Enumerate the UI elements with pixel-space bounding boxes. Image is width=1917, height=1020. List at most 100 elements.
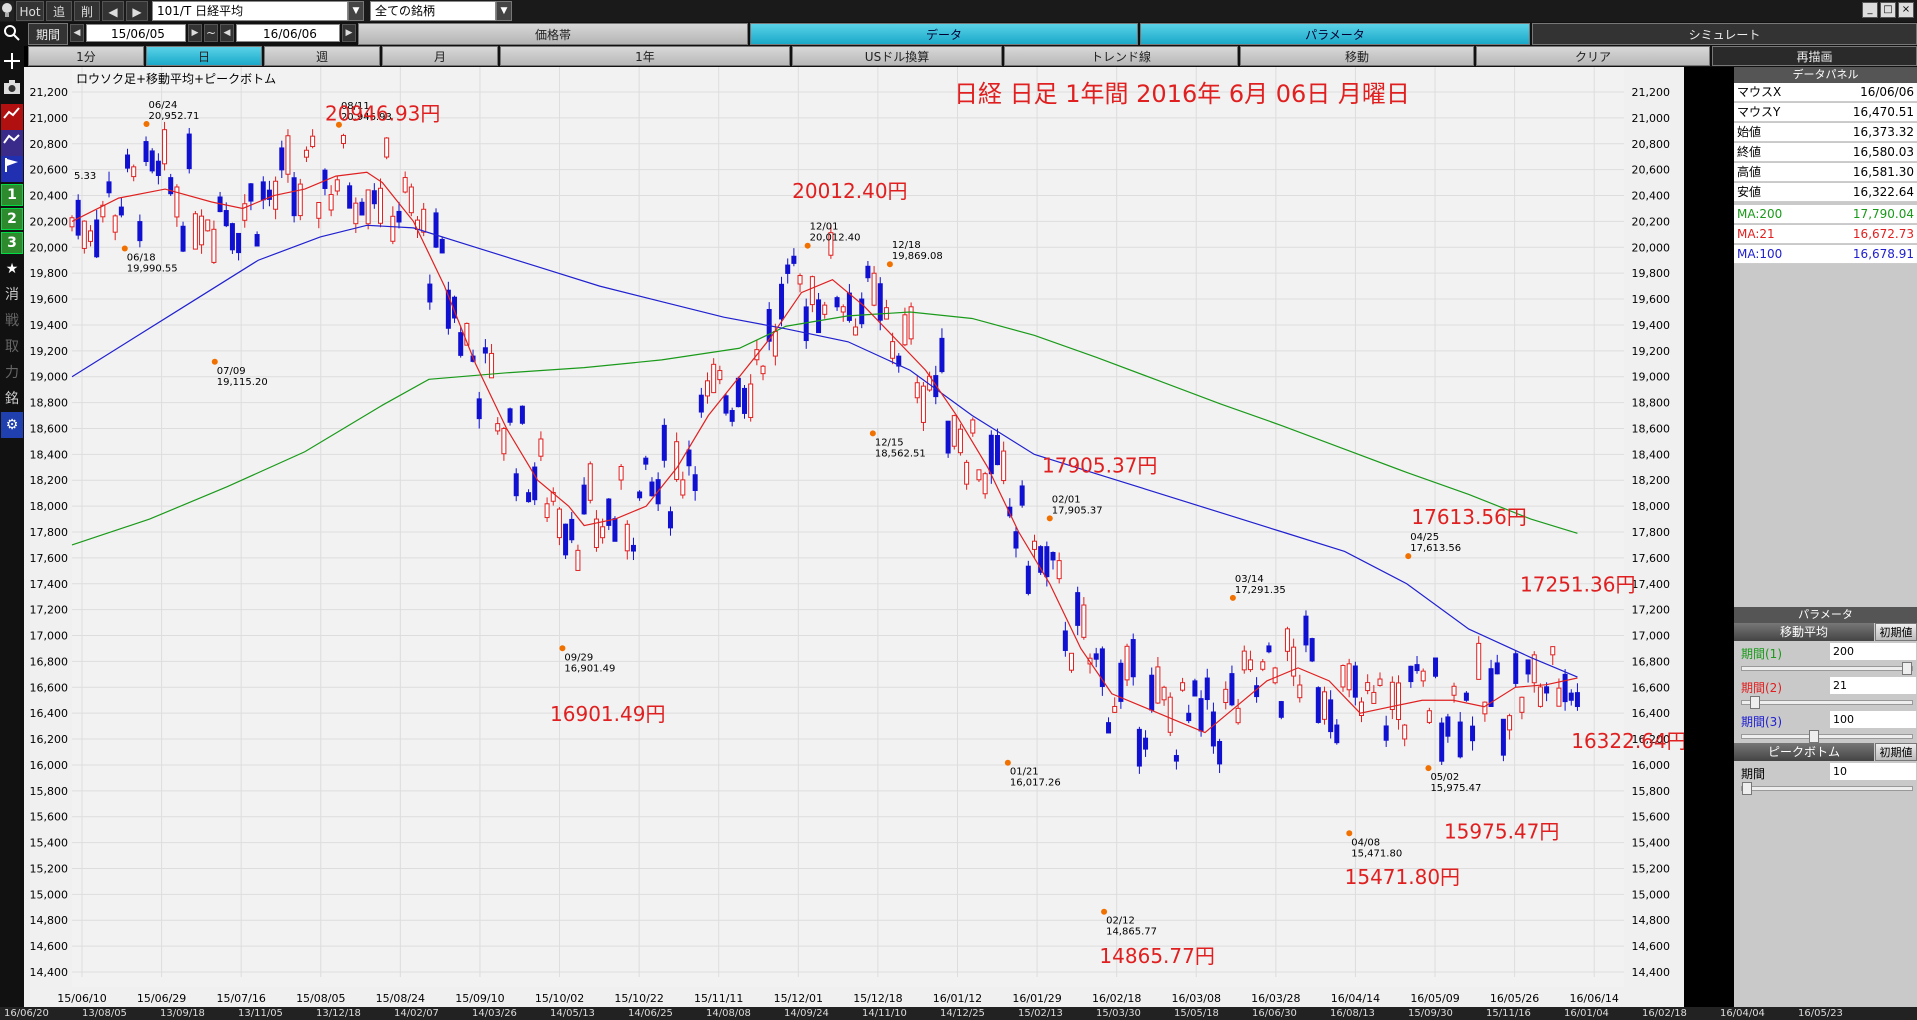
candle-body: [667, 511, 673, 529]
y-tick-label: 14,800: [1632, 914, 1671, 927]
tab-1min[interactable]: 1分: [28, 46, 144, 66]
candle-body: [865, 265, 871, 279]
flag-icon[interactable]: [1, 156, 23, 182]
start-date-input[interactable]: 15/06/05: [86, 24, 186, 42]
y-tick-label: 21,000: [1632, 112, 1671, 125]
crosshair-icon[interactable]: [1, 52, 23, 78]
data-panel-label: 終値: [1737, 145, 1762, 159]
candle-body: [526, 492, 532, 503]
tab-simulate[interactable]: シミュレート: [1532, 23, 1917, 45]
ma-section-header: 移動平均 初期値: [1734, 623, 1917, 641]
x-tick-label: 15/08/05: [296, 992, 345, 1005]
y-tick-label: 19,600: [30, 293, 69, 306]
candle-body: [199, 215, 205, 246]
chart-trend-icon[interactable]: [1, 130, 23, 156]
preset-1-button[interactable]: 1: [1, 184, 23, 206]
timeline-label: 14/09/24: [784, 1008, 829, 1019]
star-icon[interactable]: ★: [5, 261, 19, 277]
peak-reset-button[interactable]: 初期値: [1875, 743, 1917, 761]
data-panel-row: マウスX 16/06/06: [1734, 83, 1917, 102]
ma-period-slider[interactable]: [1741, 696, 1913, 709]
tab-parameter[interactable]: パラメータ: [1140, 23, 1530, 45]
candle-body: [1031, 540, 1037, 550]
candle-body: [347, 185, 353, 209]
delete-button[interactable]: 削: [74, 1, 100, 21]
y-tick-label: 19,400: [1632, 319, 1671, 332]
ma-period-value[interactable]: 100: [1830, 711, 1916, 728]
data-panel-label: 始値: [1737, 125, 1762, 139]
tab-redraw[interactable]: 再描画: [1712, 46, 1917, 66]
trade-button[interactable]: 取: [5, 339, 19, 355]
power-button[interactable]: 力: [5, 365, 19, 381]
tab-price-band[interactable]: 価格帯: [358, 23, 748, 45]
minimize-icon[interactable]: _: [1862, 2, 1878, 18]
bottom-date-label: 09/29: [564, 652, 593, 663]
candle-body: [1315, 687, 1321, 723]
strategy-button[interactable]: 戦: [5, 313, 19, 329]
ma-period-slider-thumb[interactable]: [1750, 696, 1760, 709]
overview-timeline[interactable]: 16/06/20 13/08/05 13/09/18 13/11/05 13/12/18…: [0, 1007, 1917, 1020]
tab-data[interactable]: データ: [750, 23, 1138, 45]
tab-move[interactable]: 移動: [1240, 46, 1474, 66]
next-arrow-icon[interactable]: ▶: [126, 1, 148, 21]
symbol-group-select[interactable]: 全ての銘柄: [370, 1, 496, 21]
start-prev-icon[interactable]: ◀: [70, 24, 84, 42]
end-date-input[interactable]: 16/06/06: [236, 24, 340, 42]
erase-button[interactable]: 消: [5, 287, 19, 303]
ma-reset-button[interactable]: 初期値: [1875, 623, 1917, 641]
candle-body: [229, 223, 235, 251]
tab-weekly[interactable]: 週: [264, 46, 380, 66]
left-toolbar: 1 2 3 ★ 消 戦 取 力 銘 ⚙: [0, 22, 24, 1020]
ma-period-slider[interactable]: [1741, 662, 1913, 675]
ma-period-value[interactable]: 200: [1830, 643, 1916, 660]
symbol-dropdown-icon[interactable]: ▼: [348, 1, 364, 21]
start-next-icon[interactable]: ▶: [188, 24, 202, 42]
data-panel-label: 高値: [1737, 165, 1762, 179]
hot-button[interactable]: Hot: [16, 1, 44, 21]
camera-icon[interactable]: [1, 78, 23, 104]
candle-body: [125, 154, 131, 169]
tab-monthly[interactable]: 月: [382, 46, 498, 66]
candle-body: [1476, 642, 1482, 680]
tab-clear[interactable]: クリア: [1476, 46, 1710, 66]
close-icon[interactable]: ×: [1898, 2, 1914, 18]
add-button[interactable]: 追: [46, 1, 72, 21]
tab-daily[interactable]: 日: [146, 46, 262, 66]
chart-line-icon[interactable]: [1, 104, 23, 130]
candle-body: [310, 135, 316, 148]
prev-arrow-icon[interactable]: ◀: [102, 1, 124, 21]
y-tick-label: 14,600: [30, 940, 69, 953]
end-prev-icon[interactable]: ◀: [220, 24, 234, 42]
brand-button[interactable]: 銘: [5, 391, 19, 407]
ma-period-slider-thumb[interactable]: [1809, 730, 1820, 743]
tab-trendline[interactable]: トレンド線: [1004, 46, 1238, 66]
tab-usd-convert[interactable]: USドル換算: [792, 46, 1002, 66]
peak-period-slider-thumb[interactable]: [1742, 782, 1752, 795]
candle-body: [1075, 592, 1081, 626]
end-next-icon[interactable]: ▶: [342, 24, 356, 42]
gear-icon[interactable]: ⚙: [1, 412, 23, 438]
data-panel-value: 16,581.30: [1852, 165, 1914, 179]
tab-1year[interactable]: 1年: [500, 46, 790, 66]
candle-body: [266, 189, 272, 200]
y-tick-label: 18,400: [1632, 448, 1671, 461]
preset-2-button[interactable]: 2: [1, 208, 23, 230]
chart-area[interactable]: 21,200 21,200 21,000 21,000 20,800 20,800 20,6…: [24, 67, 1684, 1007]
ma-period-value[interactable]: 21: [1830, 677, 1916, 694]
candle-body: [155, 160, 161, 176]
group-dropdown-icon[interactable]: ▼: [496, 1, 512, 21]
candle-body: [489, 352, 495, 379]
timeline-label: 15/11/16: [1486, 1008, 1531, 1019]
preset-3-button[interactable]: 3: [1, 232, 23, 254]
peak-marker: [804, 242, 811, 249]
symbol-input[interactable]: 101/T 日経平均: [152, 1, 348, 21]
peak-period-value[interactable]: 10: [1830, 763, 1916, 780]
maximize-icon[interactable]: □: [1880, 2, 1896, 18]
ma21-line: [71, 171, 1578, 734]
ma-period-slider[interactable]: [1741, 730, 1913, 743]
peak-period-slider[interactable]: [1741, 782, 1913, 795]
search-icon[interactable]: [1, 24, 23, 50]
ma-period-slider-thumb[interactable]: [1902, 662, 1912, 675]
bulb-icon[interactable]: [0, 1, 14, 21]
ma-period-row: 期間(2) 21: [1734, 677, 1917, 713]
